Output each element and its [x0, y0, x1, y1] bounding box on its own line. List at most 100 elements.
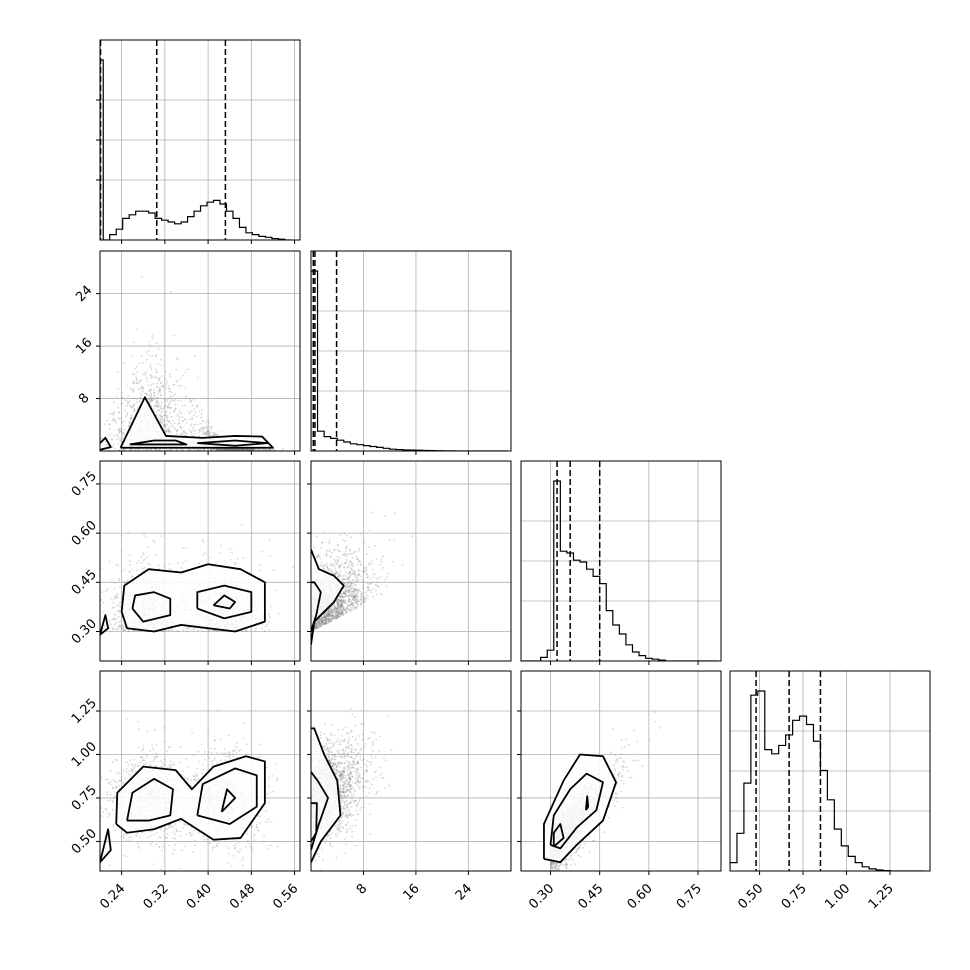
sample-point — [121, 436, 124, 439]
sample-point — [209, 629, 212, 632]
sample-point — [171, 629, 174, 632]
sample-point — [124, 409, 126, 412]
sample-point — [185, 432, 188, 435]
sample-point — [199, 448, 201, 451]
sample-point — [210, 448, 213, 451]
sample-point — [218, 448, 220, 451]
sample-point — [168, 420, 171, 423]
sample-point — [275, 763, 278, 766]
sample-point — [132, 410, 135, 413]
sample-point — [112, 412, 114, 415]
sample-point — [117, 610, 120, 613]
sample-point — [204, 431, 207, 434]
y-tick-label: 0.45 — [69, 567, 100, 598]
sample-point — [158, 379, 161, 382]
sample-point — [135, 382, 138, 385]
sample-point — [215, 844, 218, 847]
sample-point — [244, 448, 246, 451]
sample-point — [160, 416, 163, 418]
sample-point — [177, 415, 179, 417]
sample-point — [112, 778, 115, 781]
sample-point — [170, 415, 173, 418]
sample-point — [192, 427, 194, 429]
sample-point — [187, 368, 189, 371]
sample-point — [140, 394, 143, 397]
sample-point — [153, 541, 156, 544]
sample-point — [160, 535, 163, 537]
sample-point — [182, 547, 185, 549]
sample-point — [152, 539, 155, 542]
sample-point — [122, 420, 125, 423]
sample-point — [143, 566, 146, 569]
sample-point — [112, 417, 115, 420]
sample-point — [204, 433, 207, 436]
sample-point — [100, 567, 103, 570]
sample-point — [113, 401, 115, 404]
histogram-step — [311, 270, 508, 451]
sample-point — [147, 546, 150, 548]
sample-point — [191, 416, 194, 419]
sample-point — [163, 830, 165, 833]
sample-point — [145, 370, 148, 373]
sample-point — [190, 423, 193, 425]
sample-point — [178, 867, 181, 870]
sample-point — [135, 770, 137, 773]
sample-point — [135, 833, 138, 836]
sample-point — [113, 595, 116, 598]
sample-point — [193, 423, 196, 426]
sample-point — [238, 749, 241, 752]
sample-point — [182, 629, 185, 632]
histogram-panel-1 — [310, 250, 512, 455]
sample-point — [168, 390, 171, 393]
sample-point — [150, 404, 153, 407]
sample-point — [109, 780, 112, 783]
sample-point — [168, 430, 170, 432]
sample-point — [124, 428, 126, 431]
sample-point — [108, 423, 110, 426]
sample-point — [151, 397, 154, 400]
sample-point — [123, 581, 126, 584]
sample-point — [168, 562, 171, 565]
sample-point — [132, 397, 134, 399]
sample-point — [118, 624, 121, 626]
sample-point — [184, 419, 187, 421]
sample-point — [167, 405, 170, 407]
sample-point — [168, 403, 171, 406]
sample-point — [154, 404, 157, 407]
sample-point — [115, 422, 118, 424]
sample-point — [190, 778, 192, 781]
sample-point — [143, 759, 146, 762]
sample-point — [90, 438, 92, 440]
sample-point — [263, 629, 266, 632]
sample-point — [141, 567, 144, 570]
sample-point — [110, 438, 113, 441]
sample-point — [203, 448, 206, 451]
sample-point — [115, 604, 118, 607]
sample-point — [234, 448, 237, 451]
sample-point — [117, 429, 120, 431]
sample-point — [191, 404, 194, 407]
sample-point — [241, 448, 244, 451]
sample-point — [120, 570, 123, 573]
sample-point — [168, 406, 171, 409]
sample-point — [167, 746, 170, 749]
sample-point — [111, 628, 114, 631]
sample-point — [201, 427, 203, 429]
sample-point — [158, 403, 161, 405]
sample-point — [171, 419, 174, 422]
sample-point — [204, 871, 206, 873]
sample-point — [169, 406, 172, 409]
sample-point — [149, 364, 152, 367]
contour-levels — [100, 563, 266, 636]
sample-point — [207, 448, 209, 451]
sample-point — [226, 448, 229, 451]
sample-point — [211, 431, 214, 434]
sample-point — [200, 416, 203, 419]
sample-point — [163, 630, 166, 633]
sample-point — [234, 562, 236, 565]
sample-point — [98, 437, 100, 439]
sample-point — [145, 351, 148, 353]
sample-point — [227, 448, 230, 451]
sample-point — [138, 380, 141, 383]
